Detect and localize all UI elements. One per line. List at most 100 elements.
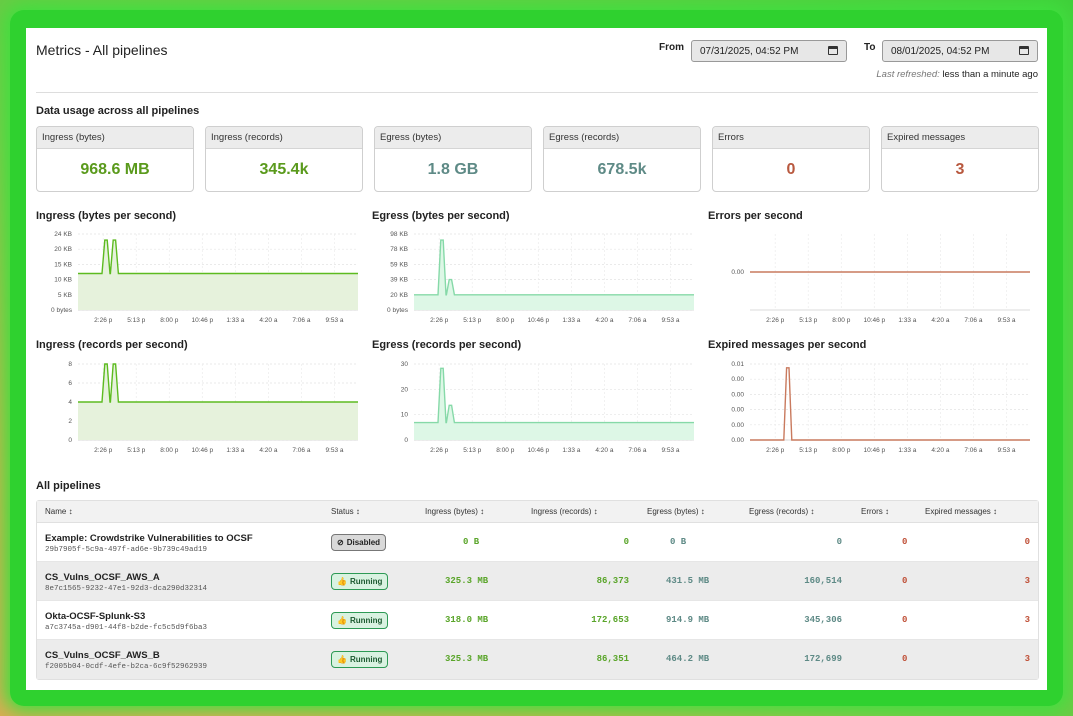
series-line (78, 239, 358, 275)
pipeline-name[interactable]: Example: Crowdstrike Vulnerabilities to … (45, 533, 253, 544)
y-tick-label: 15 KB (54, 261, 72, 268)
chart-title-egress-bytes: Egress (bytes per second) (372, 210, 510, 222)
egress-bytes-cell: 431.5 MB (666, 576, 710, 586)
y-tick-label: 2 (68, 418, 72, 425)
x-tick-label: 8:00 p (832, 447, 850, 454)
chart-ingress-bytes: 24 KB 20 KB 15 KB 10 KB 5 KB 0 bytes 2:26 p 5:1… (51, 231, 358, 324)
y-tick-label: 0.00 (731, 437, 744, 444)
y-tick-label: 8 (68, 361, 72, 368)
table-row[interactable]: CS_Vulns_OCSF_AWS_B f2005b04-0cdf-4efe-b… (37, 640, 1038, 679)
x-tick-label: 5:13 p (127, 317, 145, 324)
x-tick-label: 10:46 p (863, 447, 885, 454)
status-badge: 👍 Running (331, 573, 389, 590)
x-tick-label: 1:33 a (898, 317, 916, 324)
x-tick-label: 5:13 p (463, 447, 481, 454)
pipelines-heading: All pipelines (36, 480, 101, 492)
y-tick-label: 98 KB (390, 231, 408, 238)
chart-title-errors: Errors per second (708, 210, 803, 222)
calendar-icon[interactable] (828, 46, 838, 55)
usage-heading: Data usage across all pipelines (36, 105, 200, 117)
x-tick-label: 2:26 p (94, 447, 112, 454)
y-tick-label: 0 bytes (387, 307, 409, 314)
errors-cell: 0 (902, 576, 908, 586)
egress-records-cell: 172,699 (804, 654, 842, 664)
x-tick-label: 7:06 a (292, 317, 310, 324)
expired-cell: 3 (1024, 576, 1030, 586)
x-tick-label: 9:53 a (997, 447, 1015, 454)
column-header-name[interactable]: Name ↕ (45, 507, 73, 516)
pipeline-name[interactable]: CS_Vulns_OCSF_AWS_B (45, 650, 160, 661)
column-header-status[interactable]: Status ↕ (331, 507, 360, 516)
y-tick-label: 0 bytes (51, 307, 73, 314)
series-area (78, 240, 358, 310)
table-header: Name ↕ Status ↕ Ingress (bytes) ↕ Ingres… (37, 501, 1038, 523)
column-header-expired-messages[interactable]: Expired messages ↕ (925, 507, 998, 516)
x-tick-label: 10:46 p (191, 317, 213, 324)
egress-bytes-cell: 464.2 MB (666, 654, 710, 664)
series-line (78, 363, 358, 403)
to-date-input[interactable]: 08/01/2025, 04:52 PM (882, 40, 1038, 62)
x-tick-label: 2:26 p (766, 317, 784, 324)
stat-card-value: 345.4k (259, 161, 309, 178)
stat-card-egress-bytes: Egress (bytes) 1.8 GB (374, 126, 532, 192)
errors-cell: 0 (902, 654, 908, 664)
x-tick-label: 9:53 a (325, 317, 343, 324)
status-label: Running (349, 577, 383, 586)
calendar-icon[interactable] (1019, 46, 1029, 55)
x-tick-label: 4:20 a (931, 317, 949, 324)
table-row[interactable]: Okta-OCSF-Splunk-S3 a7c3745a-d901-44f8-b… (37, 601, 1038, 640)
ingress-records-cell: 172,653 (591, 615, 629, 625)
x-tick-label: 8:00 p (160, 317, 178, 324)
thumbs-up-icon: 👍 (337, 577, 347, 586)
table-row[interactable]: CS_Vulns_OCSF_AWS_A 8e7c1565-9232-47e1-9… (37, 562, 1038, 601)
y-tick-label: 0.00 (731, 407, 744, 414)
column-header-egress-bytes[interactable]: Egress (bytes) ↕ (647, 507, 705, 516)
stat-card-value: 678.5k (597, 161, 647, 178)
column-header-ingress-bytes[interactable]: Ingress (bytes) ↕ (425, 507, 485, 516)
expired-cell: 3 (1024, 654, 1030, 664)
x-tick-label: 10:46 p (527, 317, 549, 324)
x-tick-label: 7:06 a (628, 317, 646, 324)
expired-cell: 0 (1024, 537, 1030, 547)
x-tick-label: 8:00 p (160, 447, 178, 454)
metrics-panel: Metrics - All pipelines From 07/31/2025,… (26, 28, 1047, 690)
column-header-ingress-records[interactable]: Ingress (records) ↕ (531, 507, 598, 516)
from-date-input[interactable]: 07/31/2025, 04:52 PM (691, 40, 847, 62)
pipeline-name[interactable]: CS_Vulns_OCSF_AWS_A (45, 572, 160, 583)
chart-egress-records: 30 20 10 0 2:26 p 5:13 p 8:00 p 10:46 p 1:33 a 4:… (401, 361, 694, 454)
y-tick-label: 78 KB (390, 246, 408, 253)
ingress-bytes-cell: 318.0 MB (445, 615, 489, 625)
series-line (750, 367, 1030, 441)
ingress-bytes-cell: 325.3 MB (445, 654, 489, 664)
last-refreshed-label: Last refreshed: (876, 69, 940, 80)
status-label: Running (349, 616, 383, 625)
x-tick-label: 2:26 p (766, 447, 784, 454)
table-row[interactable]: Example: Crowdstrike Vulnerabilities to … (37, 523, 1038, 562)
divider (36, 92, 1038, 93)
pipelines-table: Name ↕ Status ↕ Ingress (bytes) ↕ Ingres… (36, 500, 1039, 680)
status-badge: ⊘ Disabled (331, 534, 387, 551)
errors-cell: 0 (902, 615, 908, 625)
x-tick-label: 9:53 a (661, 317, 679, 324)
ingress-records-cell: 0 (623, 537, 629, 547)
status-label: Disabled (346, 538, 381, 547)
egress-bytes-cell: 914.9 MB (666, 615, 710, 625)
pipeline-id: 8e7c1565-9232-47e1-92d3-dca290d32314 (45, 585, 208, 593)
expired-cell: 3 (1024, 615, 1030, 625)
x-tick-label: 7:06 a (292, 447, 310, 454)
ingress-records-cell: 86,373 (596, 576, 629, 586)
pipeline-name[interactable]: Okta-OCSF-Splunk-S3 (45, 611, 146, 622)
stat-card-label: Egress (records) (544, 127, 700, 149)
last-refreshed: Last refreshed: less than a minute ago (876, 69, 1038, 80)
series-line (414, 239, 694, 296)
pipeline-id: a7c3745a-d901-44f8-b2de-fc5c5d9f6ba3 (45, 624, 208, 632)
stat-card-label: Egress (bytes) (375, 127, 531, 149)
stat-card-value: 3 (955, 161, 965, 178)
stat-card-label: Ingress (records) (206, 127, 362, 149)
column-header-errors[interactable]: Errors ↕ (861, 507, 889, 516)
x-tick-label: 4:20 a (595, 317, 613, 324)
column-header-egress-records[interactable]: Egress (records) ↕ (749, 507, 815, 516)
last-refreshed-value: less than a minute ago (942, 69, 1038, 80)
y-tick-label: 0.00 (731, 269, 744, 276)
to-date-value: 08/01/2025, 04:52 PM (891, 46, 990, 57)
